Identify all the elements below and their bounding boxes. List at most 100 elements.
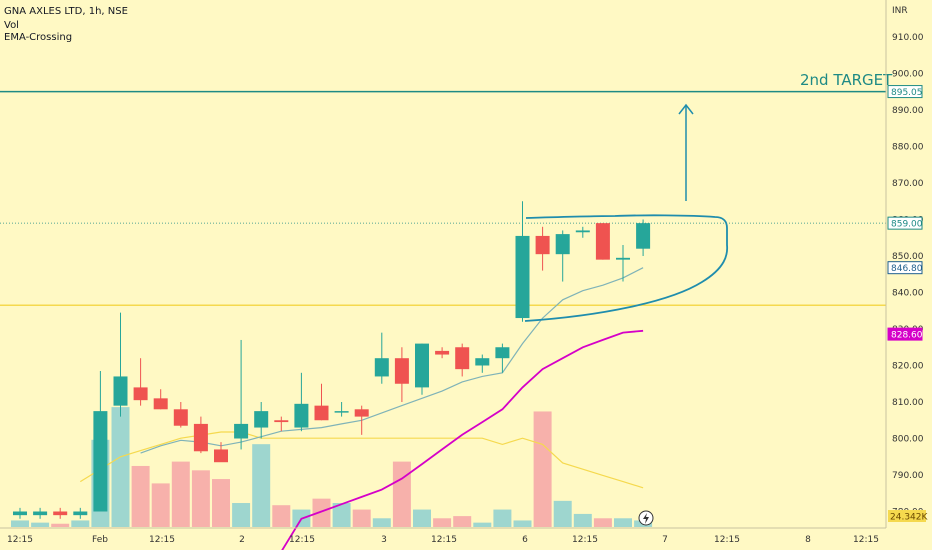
lightning-icon (643, 513, 649, 524)
volume-bar (31, 522, 50, 527)
volume-tag-text: 24.342K (890, 513, 928, 523)
candle-body (616, 257, 630, 260)
candle-body (455, 347, 470, 370)
candlesticks (13, 201, 651, 519)
symbol-title[interactable]: GNA AXLES LTD, 1h, NSE (4, 6, 128, 17)
time-tick-label: 12:15 (853, 535, 879, 545)
ema-indicator-label[interactable]: EMA-Crossing (4, 32, 73, 43)
candle-body (173, 409, 188, 426)
candle-body (636, 223, 651, 249)
candle-body (294, 403, 309, 428)
current-price-tag-box (887, 216, 923, 230)
candle-body (254, 411, 269, 428)
volume-tag: 24.342K (888, 510, 928, 523)
candle-body (314, 405, 329, 421)
candle-body (435, 350, 450, 355)
volume-bar (413, 509, 431, 527)
candle-body (515, 235, 530, 319)
time-axis: 12:15 Feb 12:15 2 12:15 3 12:15 6 12:15 7 12:15 8 12… (0, 527, 886, 545)
price-tick-label: 880.00 (892, 143, 924, 153)
candle-body (214, 449, 228, 463)
volume-bar (614, 518, 632, 527)
time-tick-label: 12:15 (714, 535, 740, 545)
time-tick-label: 7 (662, 535, 668, 545)
ema-fast-tag-box (887, 261, 923, 275)
time-tick-label: 8 (805, 535, 811, 545)
candle-body (193, 423, 208, 452)
candle-body (334, 411, 349, 413)
volume-indicator-label[interactable]: Vol (4, 20, 19, 31)
time-tick-label: 2 (239, 535, 245, 545)
volume-bar (593, 518, 612, 527)
volume-bar (51, 523, 70, 527)
time-tick-label: 6 (522, 535, 528, 545)
candle-body (575, 230, 590, 233)
volume-bar (553, 500, 572, 527)
candle-body (13, 511, 27, 516)
candle-body (415, 343, 429, 388)
volume-bar (11, 520, 29, 527)
target-price-tag-box (887, 85, 923, 99)
volume-bar (191, 470, 210, 527)
candle-body (133, 387, 148, 401)
current-price-tag-text: 859.00 (891, 220, 923, 230)
target-arrow-head (678, 103, 694, 115)
ema-fast-tag: 846.80 (887, 261, 923, 275)
volume-bar (151, 483, 170, 527)
candle-body (73, 511, 88, 516)
price-tick-label: 850.00 (892, 252, 924, 262)
ema-fast-tag-text: 846.80 (891, 264, 923, 274)
time-tick-label: 12:15 (289, 535, 315, 545)
time-tick-label: 12:15 (572, 535, 598, 545)
time-tick-label: 12:15 (431, 535, 457, 545)
candle-body (495, 347, 510, 359)
volume-bar (212, 479, 230, 527)
ema-slow-tag-text: 828.60 (891, 331, 923, 341)
volume-bar (392, 461, 411, 527)
candle-body (354, 409, 369, 417)
candle-body (153, 398, 168, 410)
current-price-tag: 859.00 (887, 216, 923, 230)
volume-bar (332, 503, 351, 527)
price-tick-label: 870.00 (892, 179, 924, 189)
ema-slow-tag-box (887, 327, 923, 341)
time-tick-label: 12:15 (149, 535, 175, 545)
price-tick-label: 900.00 (892, 70, 924, 80)
target-price-tag: 895.05 (887, 85, 923, 99)
candle-body (113, 376, 128, 406)
candle-body (535, 235, 550, 255)
volume-bar (71, 520, 90, 527)
volume-bar (232, 503, 251, 527)
volume-bar (453, 516, 472, 527)
ema-fast-line (140, 267, 644, 454)
ema-slow-line (281, 329, 644, 550)
price-tick-label: 910.00 (892, 33, 924, 43)
price-tick-label: 800.00 (892, 435, 924, 445)
volume-bar (272, 505, 291, 527)
target-annotation-text: 2nd TARGET (800, 71, 893, 89)
ema-slow-tag: 828.60 (887, 327, 923, 341)
candle-body (53, 511, 68, 516)
cup-drawing (524, 214, 729, 322)
volume-bar (433, 518, 452, 527)
volume-bar (533, 411, 552, 527)
volume-bar (252, 444, 271, 527)
volume-bar (513, 520, 532, 527)
volume-bar (493, 509, 512, 527)
price-tick-label: 820.00 (892, 362, 924, 372)
volume-bar (312, 498, 331, 527)
time-tick-label: 12:15 (7, 535, 33, 545)
time-tick-label: Feb (92, 535, 108, 545)
target-price-tag-text: 895.05 (891, 88, 923, 98)
price-tick-label: 890.00 (892, 106, 924, 116)
volume-bar (131, 465, 150, 527)
candle-body (234, 423, 249, 439)
volume-tag-box (888, 510, 926, 522)
time-tick-label: 3 (381, 535, 387, 545)
candle-body (374, 358, 389, 377)
volume-bar (473, 522, 492, 527)
candle-body (33, 511, 48, 516)
candle-body (475, 358, 490, 366)
